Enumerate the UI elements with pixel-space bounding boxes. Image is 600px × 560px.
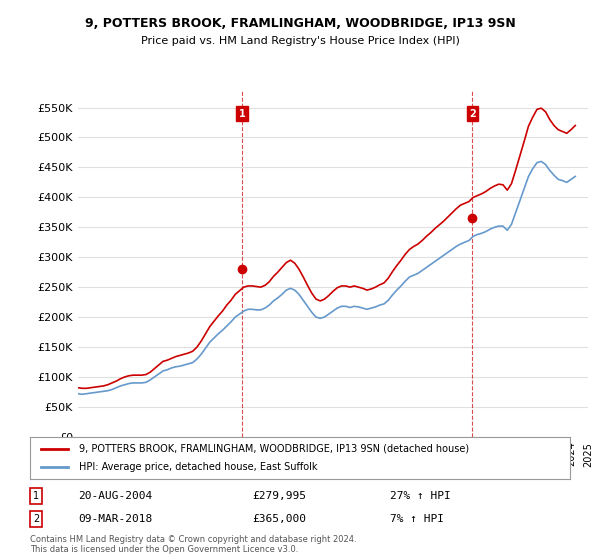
Text: £279,995: £279,995 [252, 491, 306, 501]
Text: Price paid vs. HM Land Registry's House Price Index (HPI): Price paid vs. HM Land Registry's House … [140, 36, 460, 46]
Text: 9, POTTERS BROOK, FRAMLINGHAM, WOODBRIDGE, IP13 9SN: 9, POTTERS BROOK, FRAMLINGHAM, WOODBRIDG… [85, 17, 515, 30]
Text: 9, POTTERS BROOK, FRAMLINGHAM, WOODBRIDGE, IP13 9SN (detached house): 9, POTTERS BROOK, FRAMLINGHAM, WOODBRIDG… [79, 444, 469, 454]
Text: HPI: Average price, detached house, East Suffolk: HPI: Average price, detached house, East… [79, 462, 317, 472]
Text: 7% ↑ HPI: 7% ↑ HPI [390, 514, 444, 524]
Text: 2: 2 [33, 514, 39, 524]
Text: 1: 1 [239, 109, 245, 119]
Text: £365,000: £365,000 [252, 514, 306, 524]
Text: 09-MAR-2018: 09-MAR-2018 [78, 514, 152, 524]
Text: 1: 1 [33, 491, 39, 501]
Text: 27% ↑ HPI: 27% ↑ HPI [390, 491, 451, 501]
Text: 20-AUG-2004: 20-AUG-2004 [78, 491, 152, 501]
Text: 2: 2 [469, 109, 476, 119]
Text: Contains HM Land Registry data © Crown copyright and database right 2024.
This d: Contains HM Land Registry data © Crown c… [30, 535, 356, 554]
